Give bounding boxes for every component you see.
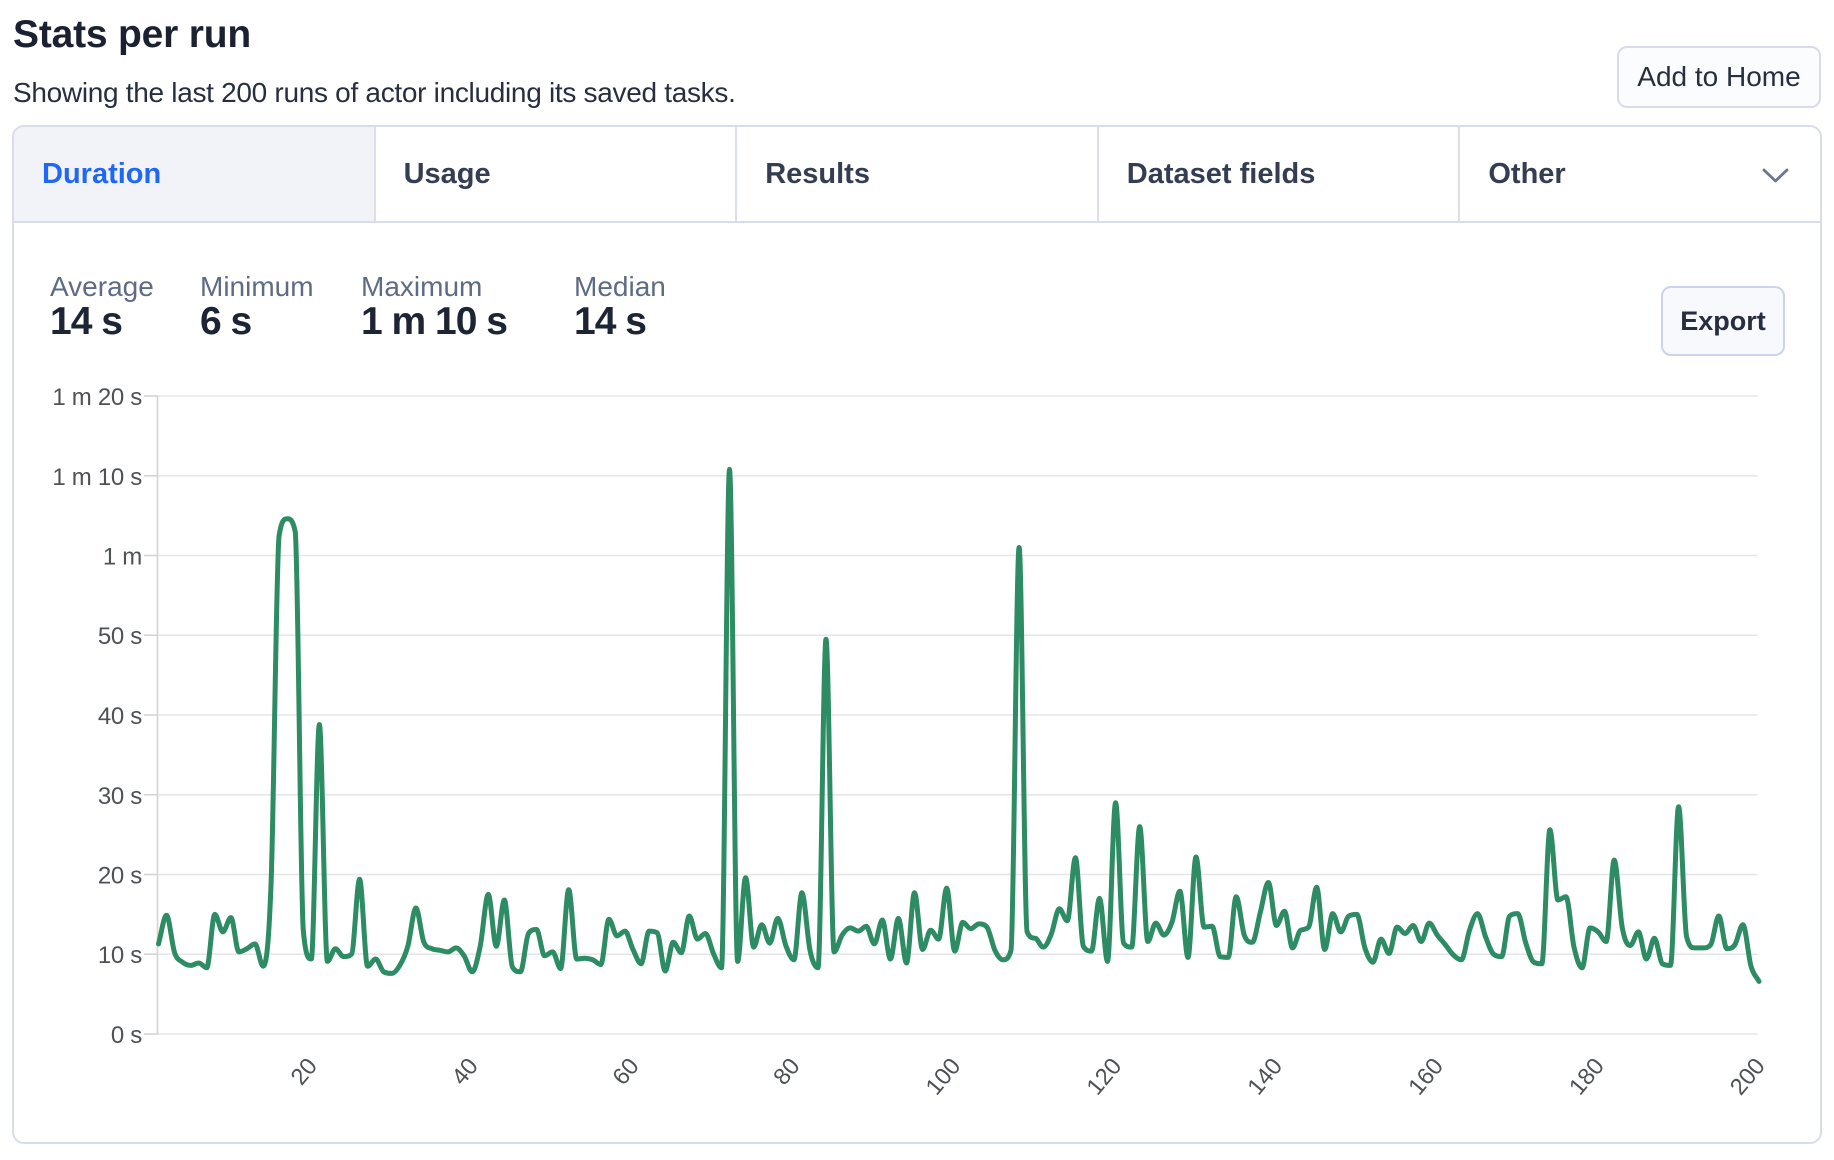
svg-text:1 m 10 s: 1 m 10 s [52, 464, 142, 491]
svg-text:30 s: 30 s [98, 783, 142, 810]
svg-text:200: 200 [1725, 1053, 1770, 1100]
svg-text:0 s: 0 s [111, 1022, 142, 1049]
svg-text:20 s: 20 s [98, 863, 142, 890]
svg-text:40 s: 40 s [98, 703, 142, 730]
svg-text:1 m: 1 m [103, 544, 142, 571]
svg-text:10 s: 10 s [98, 942, 142, 969]
svg-text:50 s: 50 s [98, 623, 142, 650]
svg-text:100: 100 [920, 1053, 965, 1100]
svg-text:160: 160 [1403, 1053, 1448, 1100]
svg-text:180: 180 [1564, 1053, 1609, 1100]
svg-text:20: 20 [285, 1053, 322, 1090]
svg-text:140: 140 [1242, 1053, 1287, 1100]
svg-text:80: 80 [768, 1053, 805, 1090]
svg-text:40: 40 [446, 1053, 483, 1090]
svg-text:120: 120 [1081, 1053, 1126, 1100]
svg-text:1 m 20 s: 1 m 20 s [52, 384, 142, 411]
svg-text:60: 60 [607, 1053, 644, 1090]
